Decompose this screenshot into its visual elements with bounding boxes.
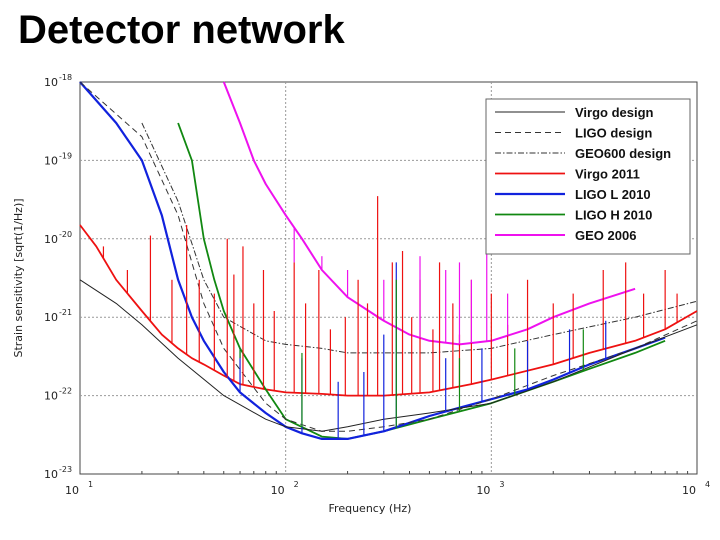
slide-title: Detector network bbox=[18, 8, 345, 52]
legend-label: Virgo 2011 bbox=[575, 167, 640, 182]
series-line-virgo-2011 bbox=[79, 224, 698, 397]
series-line-ligo-h-2010 bbox=[177, 122, 666, 440]
series-line-ligo-l-2010 bbox=[79, 81, 666, 440]
y-tick-exponent: -21 bbox=[59, 308, 72, 317]
y-tick-label: 10 bbox=[44, 468, 58, 481]
series-layer bbox=[79, 81, 698, 440]
x-tick-label: 10 bbox=[682, 484, 696, 497]
y-tick-label: 10 bbox=[44, 233, 58, 246]
y-tick-exponent: -19 bbox=[59, 151, 72, 160]
y-tick-label: 10 bbox=[44, 390, 58, 403]
y-tick-exponent: -18 bbox=[59, 73, 72, 82]
legend-label: LIGO H 2010 bbox=[575, 208, 652, 223]
y-tick-exponent: -23 bbox=[59, 465, 72, 474]
legend-label: GEO600 design bbox=[575, 146, 671, 161]
legend-label: LIGO L 2010 bbox=[575, 187, 651, 202]
legend: Virgo design LIGO design GEO600 design Virg… bbox=[485, 98, 691, 255]
x-tick-exponent: 2 bbox=[294, 480, 299, 489]
series-line-geo600-design bbox=[141, 122, 698, 354]
y-tick-exponent: -20 bbox=[59, 230, 72, 239]
y-tick-label: 10 bbox=[44, 311, 58, 324]
legend-label: Virgo design bbox=[575, 105, 654, 120]
x-tick-label: 10 bbox=[476, 484, 490, 497]
legend-label: GEO 2006 bbox=[575, 228, 636, 243]
legend-label: LIGO design bbox=[575, 126, 652, 141]
y-tick-label: 10 bbox=[44, 154, 58, 167]
x-tick-exponent: 3 bbox=[499, 480, 504, 489]
y-axis-label: Strain sensitivity [sqrt(1/Hz)] bbox=[12, 198, 25, 357]
x-tick-exponent: 4 bbox=[705, 480, 710, 489]
x-tick-label: 10 bbox=[65, 484, 79, 497]
series-line-virgo-design bbox=[79, 279, 698, 432]
x-tick-label: 10 bbox=[271, 484, 285, 497]
series-line-geo-2006 bbox=[222, 81, 636, 346]
y-tick-label: 10 bbox=[44, 76, 58, 89]
x-axis-label: Frequency (Hz) bbox=[329, 502, 412, 515]
x-tick-exponent: 1 bbox=[88, 480, 93, 489]
y-tick-exponent: -22 bbox=[59, 387, 72, 396]
legend-box bbox=[485, 98, 691, 255]
